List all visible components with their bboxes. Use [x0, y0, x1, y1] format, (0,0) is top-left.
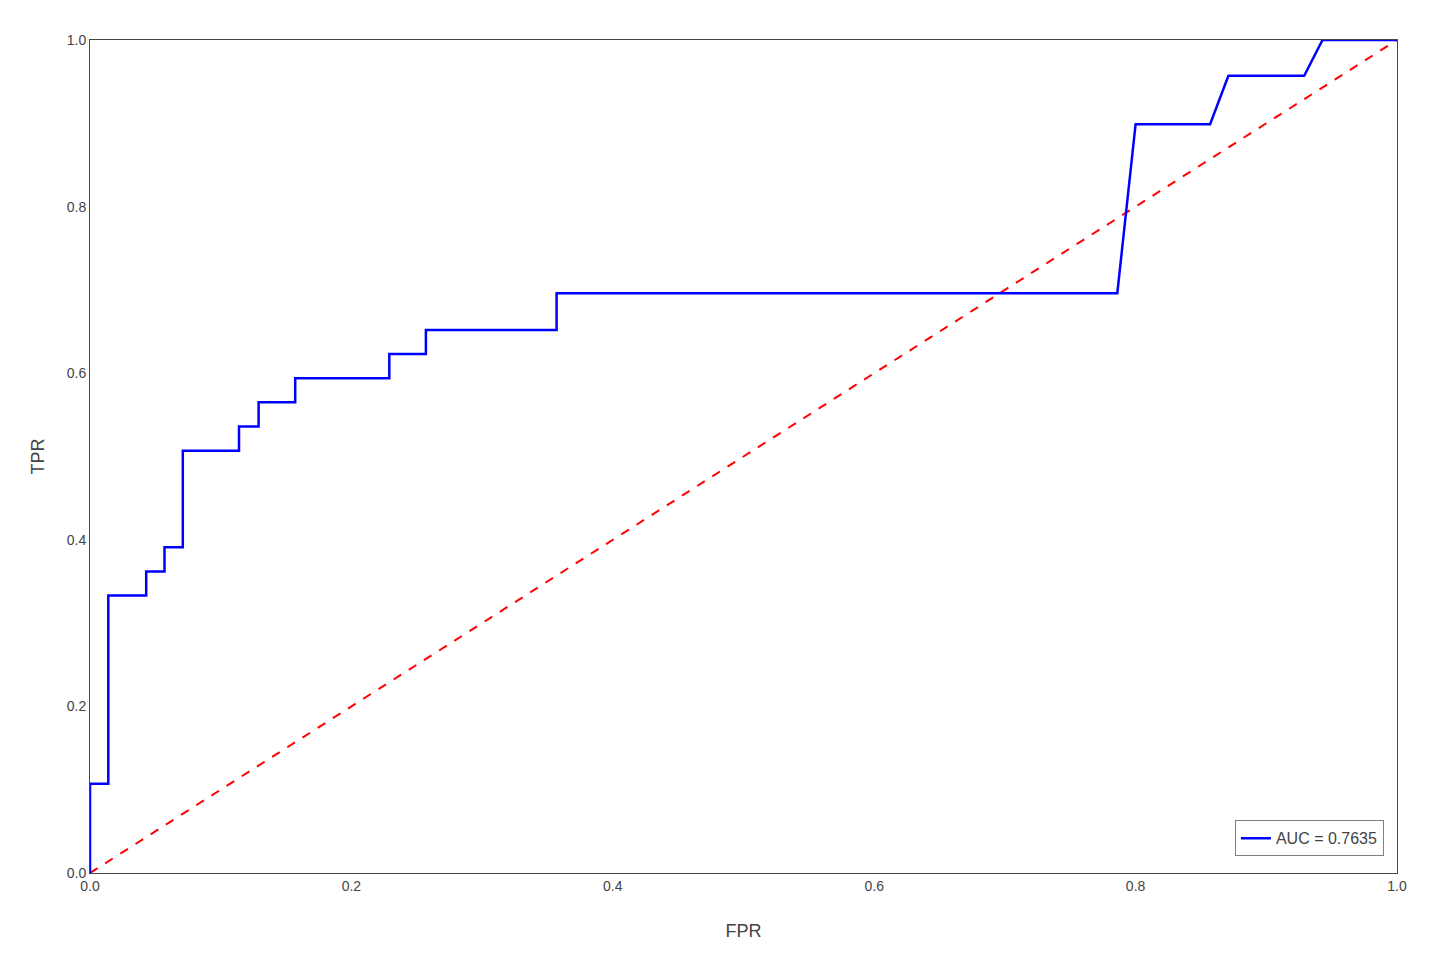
svg-text:0.0: 0.0: [67, 865, 87, 881]
svg-text:0.6: 0.6: [67, 365, 87, 381]
svg-text:0.2: 0.2: [67, 698, 87, 714]
svg-text:0.8: 0.8: [1126, 878, 1146, 894]
svg-text:0.8: 0.8: [67, 199, 87, 215]
svg-text:0.2: 0.2: [342, 878, 362, 894]
svg-text:0.4: 0.4: [67, 532, 87, 548]
svg-text:TPR: TPR: [28, 438, 48, 474]
svg-text:0.0: 0.0: [80, 878, 100, 894]
svg-text:0.4: 0.4: [603, 878, 623, 894]
svg-text:0.6: 0.6: [864, 878, 884, 894]
svg-text:AUC = 0.7635: AUC = 0.7635: [1276, 830, 1377, 847]
svg-text:1.0: 1.0: [67, 32, 87, 48]
svg-text:FPR: FPR: [726, 921, 762, 941]
svg-text:1.0: 1.0: [1387, 878, 1407, 894]
